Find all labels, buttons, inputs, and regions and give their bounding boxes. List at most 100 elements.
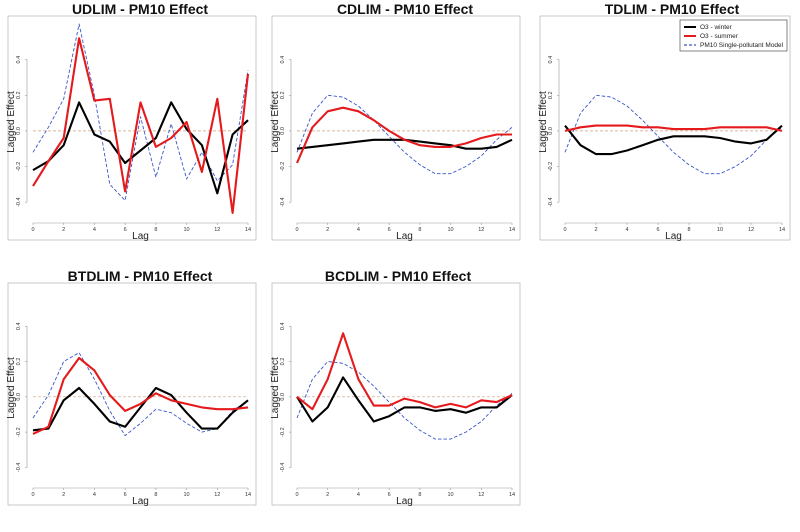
x-tick-label: 0 xyxy=(31,492,34,498)
x-tick-label: 2 xyxy=(326,492,329,498)
panel-title: UDLIM - PM10 Effect xyxy=(72,1,208,17)
y-tick-label: 0.0 xyxy=(280,393,286,401)
y-axis-label: Lagged Effect xyxy=(538,91,549,153)
series-line-o3-summer xyxy=(296,332,513,411)
x-tick-label: 14 xyxy=(245,492,251,498)
x-tick-label: 6 xyxy=(656,227,659,233)
x-axis-label: Lag xyxy=(396,231,413,242)
x-tick-label: 4 xyxy=(625,227,628,233)
panel-border xyxy=(539,15,791,241)
x-tick-label: 6 xyxy=(388,492,391,498)
legend-entry-label: PM10 Single-pollutant Model xyxy=(700,42,784,49)
x-tick-label: 14 xyxy=(509,227,515,233)
series-line-pm10-single xyxy=(564,94,783,175)
series-line-o3-winter xyxy=(296,138,513,150)
y-tick-label: 0.2 xyxy=(16,358,22,366)
y-axis-label: Lagged Effect xyxy=(270,91,281,153)
x-tick-label: 12 xyxy=(478,227,484,233)
series-line-o3-winter xyxy=(32,386,249,432)
y-tick-label: -0.2 xyxy=(280,162,286,171)
x-tick-label: 6 xyxy=(124,227,127,233)
y-tick-label: 0.0 xyxy=(280,127,286,135)
x-axis-label: Lag xyxy=(396,496,413,507)
panel-title: CDLIM - PM10 Effect xyxy=(337,1,473,17)
x-tick-label: 8 xyxy=(154,492,157,498)
x-tick-label: 8 xyxy=(418,492,421,498)
panel-title: BTDLIM - PM10 Effect xyxy=(68,268,213,284)
y-tick-label: -0.4 xyxy=(548,197,554,206)
legend-box xyxy=(679,19,788,52)
y-tick-label: -0.2 xyxy=(548,162,554,171)
x-tick-label: 0 xyxy=(31,227,34,233)
panel-title: TDLIM - PM10 Effect xyxy=(605,1,740,17)
x-axis-label: Lag xyxy=(132,496,149,507)
x-tick-label: 8 xyxy=(154,227,157,233)
legend: O3 - winter O3 - summer PM10 Single-pollut… xyxy=(679,19,788,52)
x-tick-label: 4 xyxy=(93,492,96,498)
legend-entry-label: O3 - winter xyxy=(700,24,733,31)
x-tick-label: 0 xyxy=(295,227,298,233)
y-tick-label: -0.4 xyxy=(280,197,286,206)
panel-border xyxy=(7,282,257,506)
series-line-o3-summer xyxy=(564,124,783,132)
y-tick-label: 0.2 xyxy=(280,358,286,366)
x-tick-label: 12 xyxy=(478,492,484,498)
series-line-o3-winter xyxy=(564,124,783,156)
y-tick-label: 0.4 xyxy=(548,56,554,64)
series-line-pm10-single xyxy=(32,352,249,437)
series-line-o3-summer xyxy=(296,106,512,164)
panel-border xyxy=(7,15,257,241)
y-tick-label: 0.4 xyxy=(280,322,286,330)
x-tick-label: 10 xyxy=(448,227,454,233)
series-line-o3-winter xyxy=(296,376,513,423)
x-tick-label: 6 xyxy=(388,227,391,233)
y-axis-label: Lagged Effect xyxy=(270,357,281,419)
series-line-pm10-single xyxy=(32,23,249,201)
x-tick-label: 0 xyxy=(295,492,298,498)
x-tick-label: 14 xyxy=(245,227,251,233)
y-tick-label: 0.0 xyxy=(16,127,22,135)
panel-2: CDLIM - PM10 Effect -0.4 -0.2 0.0 0.2 0.4 0 2 4 6… xyxy=(270,1,521,242)
series-line-pm10-single xyxy=(296,361,513,440)
panel-5: BCDLIM - PM10 Effect -0.4 -0.2 0.0 0.2 0.4 0 2 4… xyxy=(270,268,521,507)
y-tick-label: 0.4 xyxy=(280,56,286,64)
x-tick-label: 4 xyxy=(357,227,360,233)
series-line-pm10-single xyxy=(296,94,513,175)
y-axis-label: Lagged Effect xyxy=(6,91,17,153)
x-tick-label: 4 xyxy=(93,227,96,233)
x-tick-label: 12 xyxy=(214,492,220,498)
y-tick-label: 0.2 xyxy=(280,91,286,99)
series-line-o3-summer xyxy=(32,37,250,214)
legend-entry-label: O3 - summer xyxy=(700,33,739,40)
y-tick-label: -0.2 xyxy=(16,162,22,171)
panel-1: UDLIM - PM10 Effect -0.4 -0.2 0.0 0.2 0.4 0 2 4 6… xyxy=(6,1,257,242)
x-axis-label: Lag xyxy=(132,231,149,242)
x-tick-label: 2 xyxy=(326,227,329,233)
y-tick-label: -0.4 xyxy=(280,463,286,472)
y-tick-label: -0.4 xyxy=(16,197,22,206)
x-tick-label: 2 xyxy=(594,227,597,233)
y-tick-label: -0.2 xyxy=(16,427,22,436)
series-line-o3-winter xyxy=(32,101,249,195)
series-line-o3-summer xyxy=(32,356,249,435)
x-tick-label: 6 xyxy=(124,492,127,498)
x-tick-label: 10 xyxy=(184,492,190,498)
y-tick-label: -0.4 xyxy=(16,463,22,472)
panel-title: BCDLIM - PM10 Effect xyxy=(325,268,472,284)
y-tick-label: 0.2 xyxy=(16,91,22,99)
x-tick-label: 2 xyxy=(62,492,65,498)
y-tick-label: 0.4 xyxy=(16,322,22,330)
x-tick-label: 10 xyxy=(448,492,454,498)
y-tick-label: -0.2 xyxy=(280,427,286,436)
x-tick-label: 12 xyxy=(214,227,220,233)
x-tick-label: 2 xyxy=(62,227,65,233)
panel-4: BTDLIM - PM10 Effect -0.4 -0.2 0.0 0.2 0.4 0 2 4… xyxy=(6,268,257,507)
x-tick-label: 8 xyxy=(687,227,690,233)
panel-border xyxy=(271,282,521,506)
y-axis-label: Lagged Effect xyxy=(6,357,17,419)
y-tick-label: 0.2 xyxy=(548,91,554,99)
x-tick-label: 8 xyxy=(418,227,421,233)
x-tick-label: 0 xyxy=(563,227,566,233)
x-tick-label: 4 xyxy=(357,492,360,498)
